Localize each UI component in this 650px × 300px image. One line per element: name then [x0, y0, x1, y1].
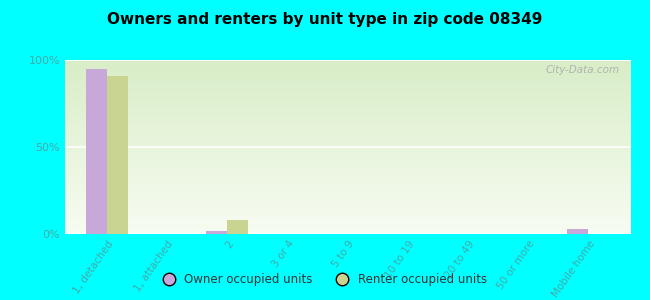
Text: Owners and renters by unit type in zip code 08349: Owners and renters by unit type in zip c…: [107, 12, 543, 27]
Bar: [567, 229, 588, 234]
Bar: [227, 220, 248, 234]
Bar: [107, 76, 128, 234]
Legend: Owner occupied units, Renter occupied units: Owner occupied units, Renter occupied un…: [159, 269, 491, 291]
Bar: [207, 230, 228, 234]
Bar: [86, 69, 107, 234]
Text: City-Data.com: City-Data.com: [545, 65, 619, 75]
